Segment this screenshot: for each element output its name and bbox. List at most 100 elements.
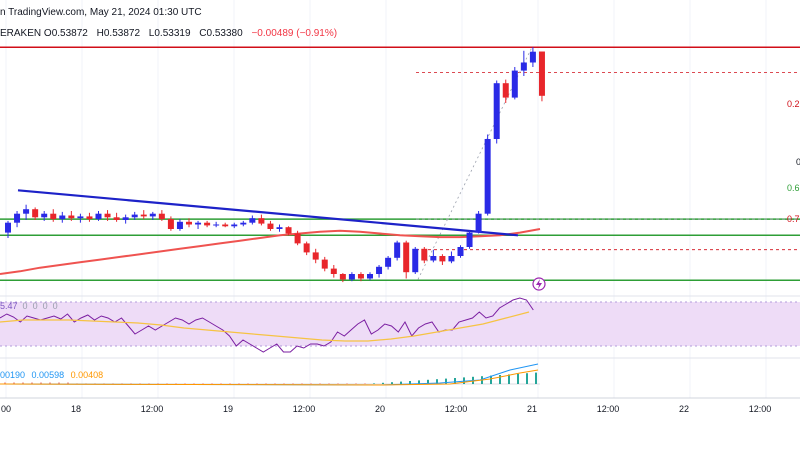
candle-body: [421, 248, 428, 261]
rsi-ma-line: [0, 311, 530, 342]
candle-body: [50, 213, 57, 220]
candle-body: [430, 256, 437, 261]
rsi-extra-2: 0: [42, 301, 48, 311]
macd-values: 00190 0.00598 0.00408: [0, 370, 103, 380]
candle-body: [385, 257, 392, 267]
macd-histogram-bar: [157, 383, 159, 384]
candle-body: [312, 252, 319, 260]
candle-body: [330, 268, 337, 274]
macd-histogram-bar: [193, 383, 195, 384]
candle-body: [493, 83, 500, 139]
source-text: n TradingView.com, May 21, 2024 01:30 UT…: [0, 7, 202, 18]
macd-histogram-bar: [130, 383, 132, 384]
candle-body: [231, 224, 238, 227]
macd-histogram-bar: [454, 378, 456, 384]
macd-value-1: 00190: [0, 370, 26, 380]
macd-histogram-bar: [13, 382, 15, 384]
x-tick-4: 12:00: [292, 404, 316, 414]
candle-body: [213, 224, 220, 226]
x-tick-6: 12:00: [444, 404, 468, 414]
x-tick-8: 12:00: [596, 404, 620, 414]
candle-body: [466, 232, 473, 247]
candle-body: [448, 256, 455, 262]
candle-body: [376, 266, 383, 274]
candle-body: [113, 217, 120, 220]
candle-body: [249, 218, 256, 223]
candle-body: [86, 216, 93, 220]
macd-histogram-bar: [310, 383, 312, 384]
candle-body: [294, 233, 301, 244]
candle-body: [104, 213, 111, 218]
macd-histogram-bar: [535, 372, 537, 384]
macd-histogram-bar: [22, 382, 24, 384]
macd-histogram-bar: [328, 383, 330, 384]
macd-histogram-bar: [211, 383, 213, 384]
x-tick-9: 22: [678, 404, 690, 414]
candle-body: [267, 223, 274, 229]
macd-histogram-bar: [247, 383, 249, 384]
macd-histogram-bar: [184, 383, 186, 384]
candle-body: [167, 219, 174, 229]
macd-histogram-bar: [139, 383, 141, 384]
macd-histogram-bar: [76, 383, 78, 384]
macd-histogram-bar: [283, 383, 285, 384]
high-value: 0.53872: [103, 28, 141, 39]
macd-histogram-bar: [409, 381, 411, 384]
macd-histogram-bar: [31, 382, 33, 384]
fib-label-1: 0: [796, 157, 800, 167]
macd-histogram-bar: [256, 383, 258, 384]
candle-body: [303, 243, 310, 253]
macd-histogram-bar: [319, 383, 321, 384]
candle-body: [412, 248, 419, 273]
macd-histogram-bar: [202, 383, 204, 384]
x-tick-3: 19: [222, 404, 234, 414]
macd-histogram-bar: [49, 382, 51, 384]
macd-histogram-bar: [220, 383, 222, 384]
macd-histogram-bar: [85, 383, 87, 384]
candle-body: [222, 224, 229, 227]
candle-body: [186, 221, 192, 225]
macd-value-2: 0.00598: [31, 370, 65, 380]
candle-body: [339, 274, 346, 280]
macd-histogram-bar: [355, 383, 357, 384]
candle-body: [367, 274, 373, 279]
macd-histogram-bar: [148, 383, 150, 384]
low-label: L: [148, 28, 155, 39]
macd-histogram-bar: [40, 382, 42, 384]
candle-body: [140, 214, 147, 217]
macd-histogram-bar: [292, 383, 294, 384]
ema-line: [0, 228, 541, 275]
fib-label-2: 0.6: [787, 183, 800, 193]
x-tick-5: 20: [374, 404, 386, 414]
macd-histogram-bar: [166, 383, 168, 384]
macd-histogram-bar: [301, 383, 303, 384]
candle-body: [32, 209, 39, 218]
macd-histogram-bar: [445, 378, 447, 384]
candle-body: [258, 218, 265, 224]
candle-body: [5, 222, 11, 233]
macd-histogram-bar: [274, 383, 276, 384]
macd-histogram-bar: [103, 383, 105, 384]
change-value: −0.00489 (−0.91%): [251, 28, 338, 39]
ohlc-line: ERAKEN O0.53872 H0.53872 L0.53319 C0.533…: [0, 28, 337, 39]
x-tick-0: 00: [0, 404, 12, 414]
macd-histogram-bar: [364, 383, 366, 384]
macd-histogram-bar: [418, 380, 420, 384]
candle-body: [77, 216, 84, 219]
rsi-number: 5.47: [0, 301, 18, 311]
open-label: O: [43, 28, 52, 39]
macd-histogram-bar: [94, 383, 96, 384]
candle-body: [14, 213, 21, 223]
x-tick-10: 12:00: [748, 404, 772, 414]
candle-body: [457, 247, 464, 256]
fib-label-3: 0.7: [787, 214, 800, 224]
macd-histogram-bar: [346, 383, 348, 384]
candle-body: [348, 274, 355, 280]
candle-body: [502, 83, 509, 98]
candle-body: [475, 213, 482, 233]
candle-body: [321, 259, 328, 269]
candle-body: [276, 227, 283, 229]
candle-body: [529, 51, 536, 63]
